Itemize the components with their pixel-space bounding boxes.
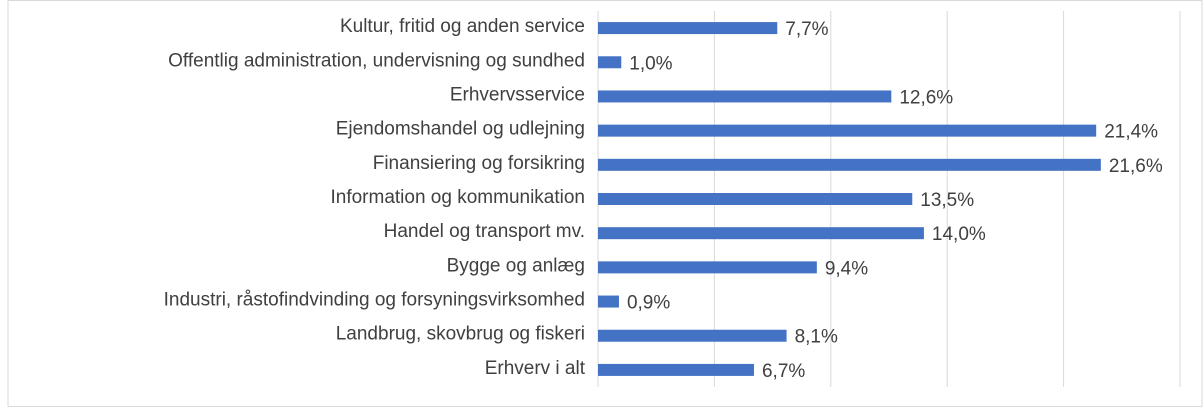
bar xyxy=(598,56,622,69)
bar xyxy=(598,22,778,35)
y-tick-label: Information og kommunikation xyxy=(330,187,585,208)
data-label: 7,7% xyxy=(785,19,828,40)
y-tick-label: Handel og transport mv. xyxy=(384,221,585,242)
bar xyxy=(598,90,892,103)
data-label: 6,7% xyxy=(762,361,805,382)
y-tick-label: Ejendomshandel og udlejning xyxy=(336,119,585,140)
bar xyxy=(598,227,924,240)
data-label: 12,6% xyxy=(899,87,953,108)
data-label: 14,0% xyxy=(932,224,986,245)
bar xyxy=(598,124,1097,137)
y-tick-label: Kultur, fritid og anden service xyxy=(340,16,585,37)
data-label: 21,4% xyxy=(1104,122,1158,143)
y-tick-label: Erhverv i alt xyxy=(485,358,586,379)
data-label: 8,1% xyxy=(795,327,838,348)
data-label: 13,5% xyxy=(920,190,974,211)
data-label: 21,6% xyxy=(1109,156,1163,177)
y-tick-label: Bygge og anlæg xyxy=(447,255,585,276)
data-label: 1,0% xyxy=(629,53,672,74)
bar xyxy=(598,261,817,274)
y-tick-label: Offentlig administration, undervisning o… xyxy=(168,50,585,71)
bar xyxy=(598,363,754,376)
y-tick-label: Industri, råstofindvinding og forsynings… xyxy=(164,290,585,311)
data-label: 9,4% xyxy=(825,258,868,279)
bar xyxy=(598,295,619,308)
chart-border xyxy=(7,0,1203,407)
data-label: 0,9% xyxy=(627,293,670,314)
bar xyxy=(598,329,787,342)
y-tick-label: Erhvervsservice xyxy=(450,84,585,105)
y-tick-label: Finansiering og forsikring xyxy=(373,153,585,174)
y-tick-label: Landbrug, skovbrug og fiskeri xyxy=(336,324,585,345)
bar xyxy=(598,158,1101,171)
bar xyxy=(598,193,913,205)
